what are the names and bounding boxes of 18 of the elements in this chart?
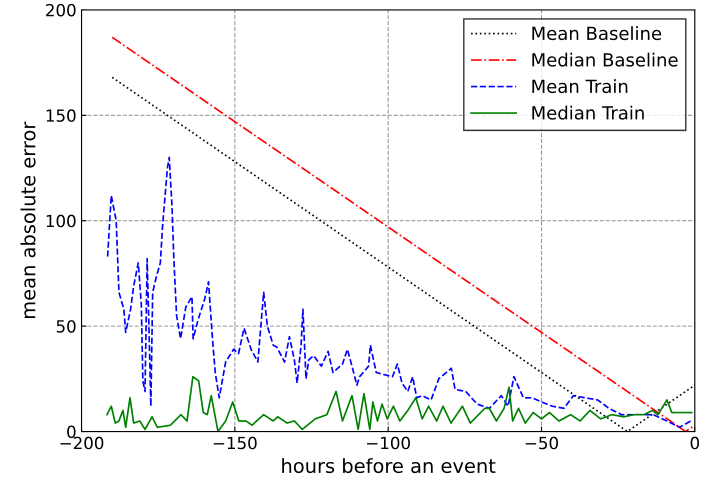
x-tick-label: 0 <box>690 436 700 450</box>
legend-label: Mean Train <box>532 79 628 94</box>
legend-label: Median Baseline <box>532 52 678 67</box>
y-tick-label: 150 <box>46 109 76 122</box>
y-tick-label: 0 <box>67 425 76 438</box>
x-axis-title: hours before an event <box>282 458 496 474</box>
legend-label: Median Train <box>532 106 644 120</box>
y-axis-title: mean absolute error <box>20 122 36 318</box>
y-tick-label: 100 <box>46 214 76 228</box>
line-series <box>106 156 692 428</box>
y-tick-label: 200 <box>46 4 76 16</box>
x-tick-label: −50 <box>526 436 558 450</box>
legend-label: Mean Baseline <box>532 26 662 40</box>
y-tick-label: 50 <box>56 320 76 333</box>
x-tick-label: −100 <box>367 436 410 450</box>
line-series <box>106 376 693 432</box>
x-tick-label: −150 <box>214 436 257 450</box>
x-tick-label: −200 <box>60 436 104 450</box>
